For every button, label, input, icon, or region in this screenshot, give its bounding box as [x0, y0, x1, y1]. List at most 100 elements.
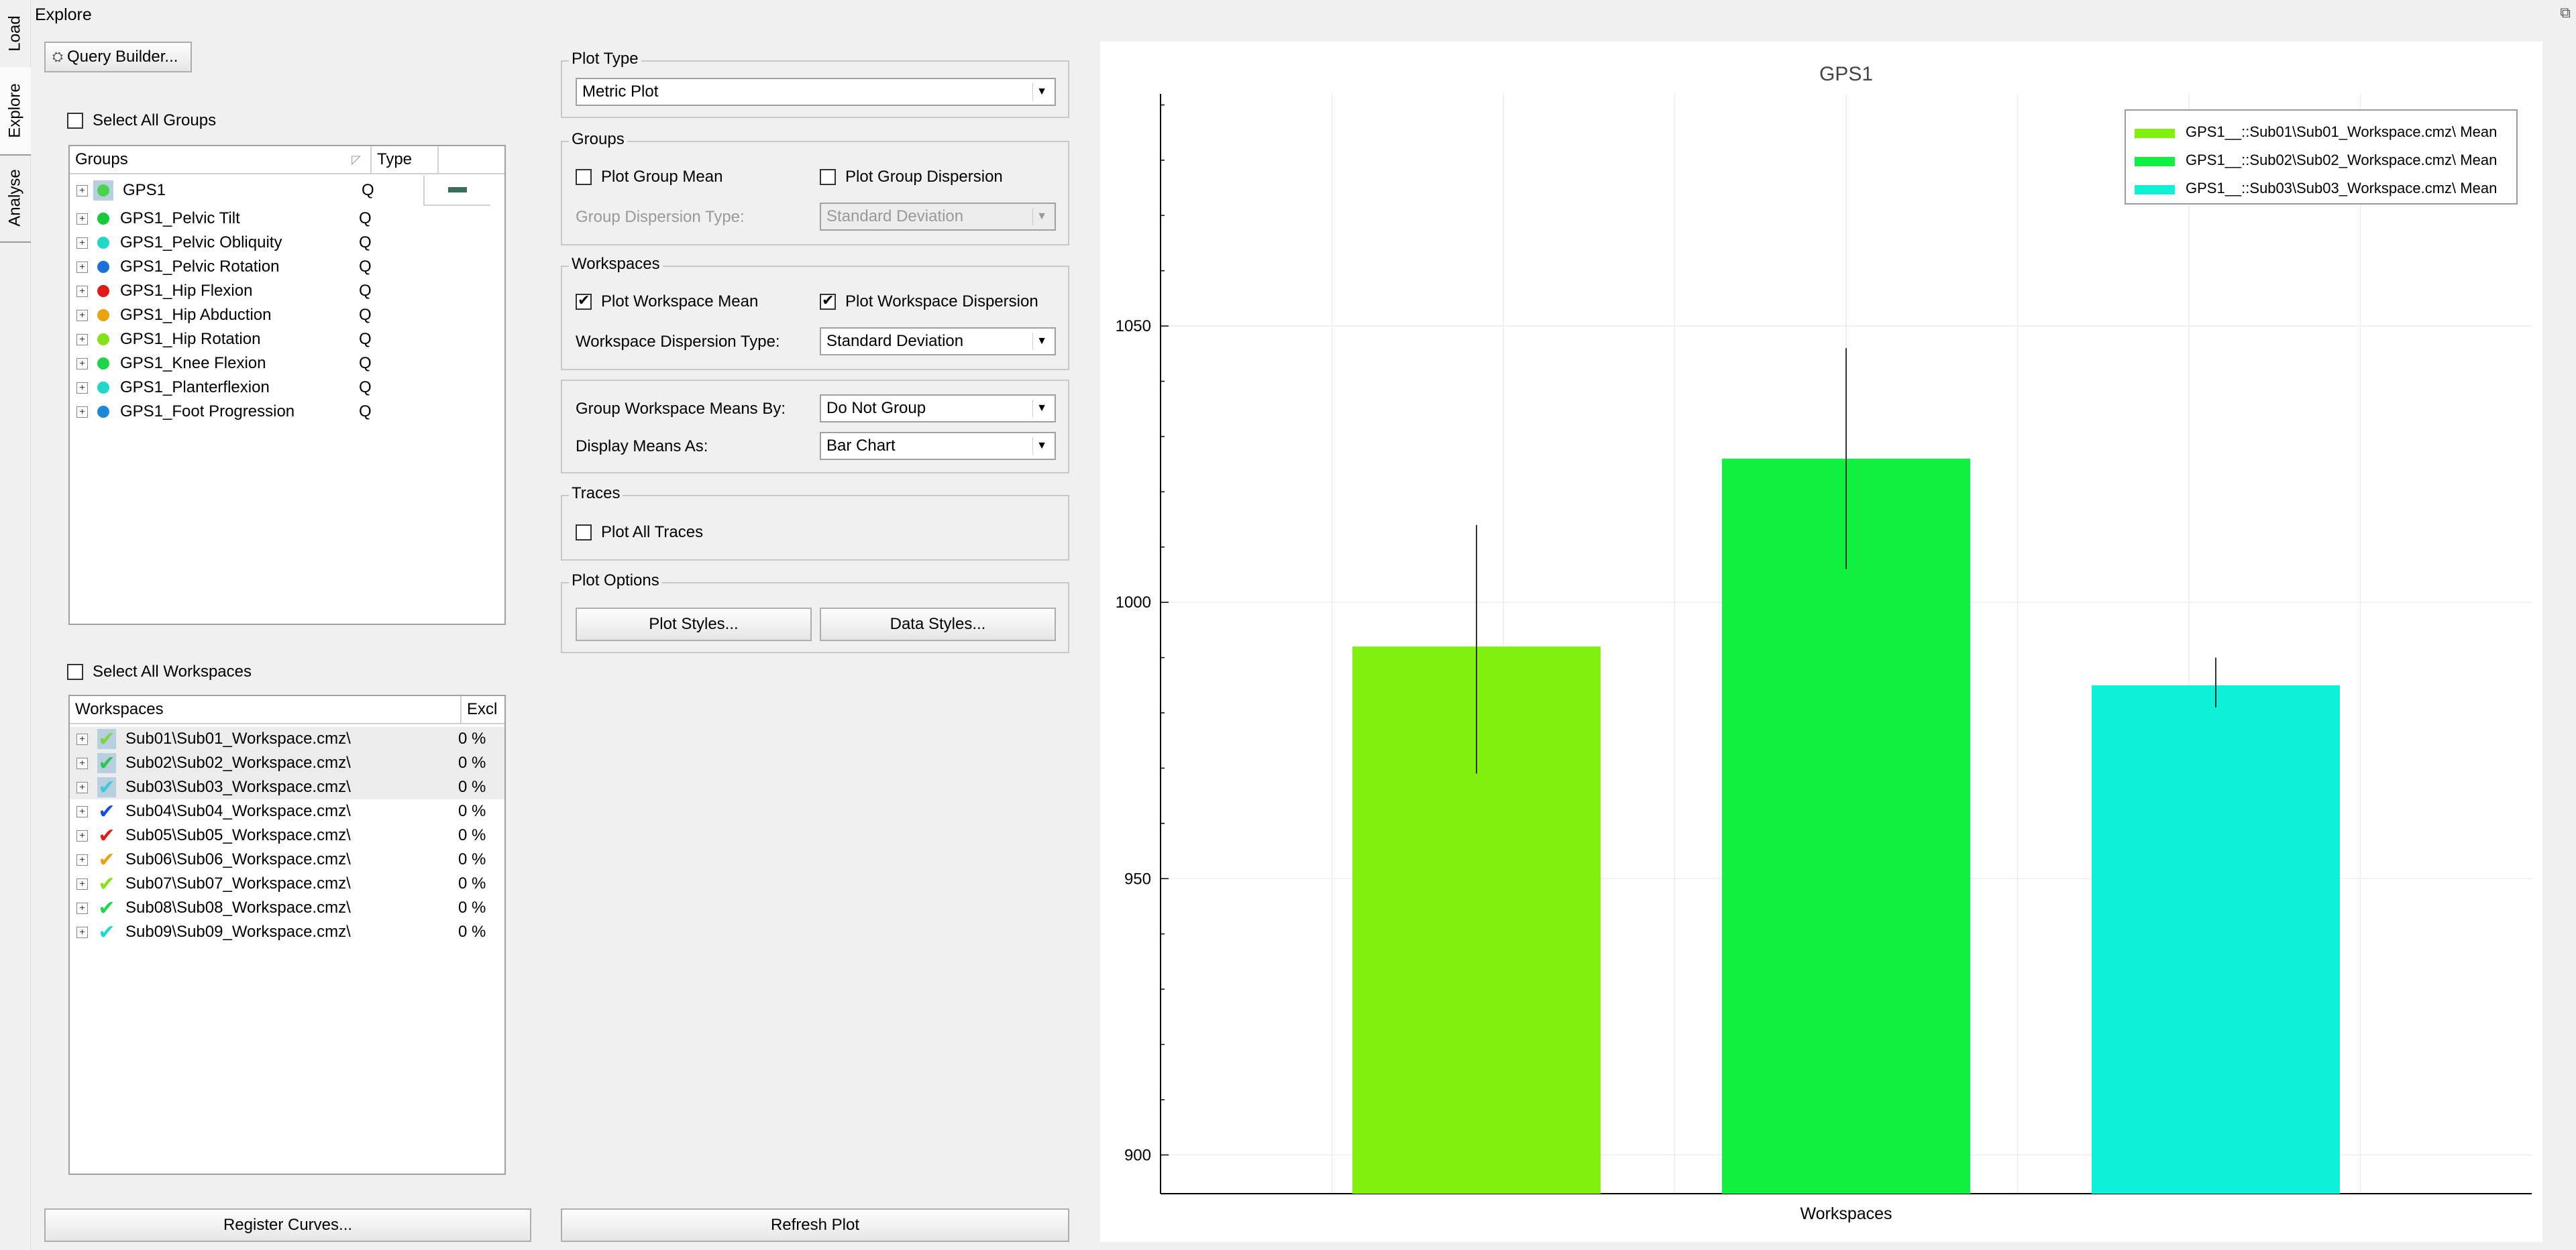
workspace-row[interactable]: + ✔ Sub02\Sub02_Workspace.cmz\ 0 %	[70, 751, 504, 775]
col-workspaces[interactable]: Workspaces	[70, 696, 462, 723]
select-all-groups-checkbox[interactable]	[67, 113, 83, 129]
workspace-row[interactable]: + ✔ Sub05\Sub05_Workspace.cmz\ 0 %	[70, 823, 504, 848]
checkmark-icon[interactable]: ✔	[98, 824, 115, 847]
query-tree-icon: ⛭	[52, 49, 63, 64]
groups-list[interactable]: Groups ◸ Type + GPS1 Q + GPS1_Pelvic Tilt Q + GP…	[68, 145, 506, 625]
checkmark-icon[interactable]: ✔	[98, 897, 115, 919]
select-all-groups[interactable]: Select All Groups	[67, 111, 216, 130]
group-row[interactable]: + GPS1 Q	[70, 174, 504, 207]
expand-icon[interactable]: +	[76, 357, 88, 370]
select-all-workspaces-checkbox[interactable]	[67, 664, 83, 680]
plot-group-dispersion-checkbox[interactable]	[820, 169, 836, 185]
plot-workspace-mean[interactable]: Plot Workspace Mean	[576, 292, 758, 311]
plot-type-combo[interactable]: Metric Plot ▼	[576, 78, 1056, 106]
data-styles-button[interactable]: Data Styles...	[820, 608, 1056, 641]
expand-icon[interactable]: +	[76, 184, 88, 196]
group-row[interactable]: + GPS1_Hip Rotation Q	[70, 327, 504, 351]
group-name: GPS1_Pelvic Tilt	[120, 209, 240, 227]
register-curves-button[interactable]: Register Curves...	[44, 1208, 531, 1242]
group-row[interactable]: + GPS1_Hip Flexion Q	[70, 279, 504, 303]
bar	[2092, 685, 2340, 1194]
workspaces-list[interactable]: Workspaces Excl + ✔ Sub01\Sub01_Workspace.…	[68, 695, 506, 1175]
workspace-name: Sub03\Sub03_Workspace.cmz\	[125, 778, 351, 796]
expand-icon[interactable]: +	[76, 406, 88, 418]
plot-styles-button[interactable]: Plot Styles...	[576, 608, 812, 641]
group-means-by-combo[interactable]: Do Not Group ▼	[820, 394, 1056, 422]
col-excl[interactable]: Excl	[467, 700, 498, 718]
checkmark-icon[interactable]: ✔	[97, 776, 116, 799]
checkmark-icon[interactable]: ✔	[97, 728, 116, 750]
plot-all-traces[interactable]: Plot All Traces	[576, 523, 703, 542]
workspace-row[interactable]: + ✔ Sub08\Sub08_Workspace.cmz\ 0 %	[70, 896, 504, 920]
tab-load[interactable]: Load	[0, 0, 31, 68]
group-color-dot	[97, 285, 109, 297]
plot-group-mean[interactable]: Plot Group Mean	[576, 168, 722, 186]
plot-group-mean-checkbox[interactable]	[576, 169, 592, 185]
workspace-row[interactable]: + ✔ Sub03\Sub03_Workspace.cmz\ 0 %	[70, 775, 504, 799]
expand-icon[interactable]: +	[76, 757, 88, 769]
expand-icon[interactable]: +	[76, 261, 88, 273]
workspace-excl: 0 %	[458, 874, 486, 893]
tab-analyse[interactable]: Analyse	[0, 154, 31, 243]
group-row[interactable]: + GPS1_Planterflexion Q	[70, 376, 504, 400]
restore-icon[interactable]: ⧉	[2560, 4, 2571, 21]
group-row[interactable]: + GPS1_Foot Progression Q	[70, 400, 504, 424]
workspace-name: Sub09\Sub09_Workspace.cmz\	[125, 923, 351, 941]
workspace-row[interactable]: + ✔ Sub01\Sub01_Workspace.cmz\ 0 %	[70, 727, 504, 751]
plot-workspace-dispersion-checkbox[interactable]	[820, 292, 836, 310]
workspace-row[interactable]: + ✔ Sub09\Sub09_Workspace.cmz\ 0 %	[70, 920, 504, 944]
col-groups[interactable]: Groups ◸	[70, 146, 372, 173]
checkmark-icon[interactable]: ✔	[98, 800, 115, 823]
tab-explore[interactable]: Explore	[0, 67, 31, 156]
expand-icon[interactable]: +	[76, 878, 88, 890]
group-name: GPS1_Hip Rotation	[120, 330, 261, 348]
expand-icon[interactable]: +	[76, 854, 88, 866]
refresh-plot-button[interactable]: Refresh Plot	[561, 1208, 1069, 1242]
expand-icon[interactable]: +	[76, 805, 88, 817]
y-tick-label: 950	[1124, 870, 1151, 888]
group-row[interactable]: + GPS1_Knee Flexion Q	[70, 351, 504, 376]
select-all-workspaces[interactable]: Select All Workspaces	[67, 663, 252, 681]
plot-workspace-dispersion[interactable]: Plot Workspace Dispersion	[820, 292, 1038, 311]
line-style-swatch[interactable]	[423, 175, 490, 206]
group-row[interactable]: + GPS1_Pelvic Obliquity Q	[70, 231, 504, 255]
display-means-as-combo[interactable]: Bar Chart ▼	[820, 432, 1056, 460]
col-type[interactable]: Type	[372, 146, 439, 173]
query-builder-button[interactable]: ⛭ Query Builder...	[44, 42, 192, 72]
plot-group-dispersion[interactable]: Plot Group Dispersion	[820, 168, 1003, 186]
workspace-row[interactable]: + ✔ Sub07\Sub07_Workspace.cmz\ 0 %	[70, 872, 504, 896]
plot-options-box: Plot Options Plot Styles... Data Styles.…	[561, 571, 1069, 653]
expand-icon[interactable]: +	[76, 237, 88, 249]
checkmark-icon[interactable]: ✔	[98, 921, 115, 944]
group-type: Q	[359, 209, 372, 227]
expand-icon[interactable]: +	[76, 733, 88, 745]
x-axis-label: Workspaces	[1800, 1204, 1892, 1223]
checkmark-icon[interactable]: ✔	[98, 848, 115, 871]
expand-icon[interactable]: +	[76, 902, 88, 914]
y-tick-label: 1000	[1116, 593, 1151, 612]
expand-icon[interactable]: +	[76, 781, 88, 793]
group-row[interactable]: + GPS1_Pelvic Rotation Q	[70, 255, 504, 279]
workspace-name: Sub01\Sub01_Workspace.cmz\	[125, 730, 351, 748]
expand-icon[interactable]: +	[76, 309, 88, 321]
group-row[interactable]: + GPS1_Pelvic Tilt Q	[70, 207, 504, 231]
y-tick-label: 1050	[1116, 317, 1151, 335]
workspace-row[interactable]: + ✔ Sub04\Sub04_Workspace.cmz\ 0 %	[70, 799, 504, 823]
expand-icon[interactable]: +	[76, 213, 88, 225]
expand-icon[interactable]: +	[76, 830, 88, 842]
chart-area[interactable]: 900 950 1000 1050 GPS1 Workspaces GPS1__::Sub0…	[1100, 42, 2542, 1242]
expand-icon[interactable]: +	[76, 382, 88, 394]
checkmark-icon[interactable]: ✔	[98, 872, 115, 895]
workspace-row[interactable]: + ✔ Sub06\Sub06_Workspace.cmz\ 0 %	[70, 848, 504, 872]
workspace-dispersion-type-combo[interactable]: Standard Deviation ▼	[820, 327, 1056, 355]
group-type: Q	[359, 354, 372, 372]
expand-icon[interactable]: +	[76, 926, 88, 938]
plot-all-traces-checkbox[interactable]	[576, 524, 592, 541]
group-row[interactable]: + GPS1_Hip Abduction Q	[70, 303, 504, 327]
group-dispersion-type-combo[interactable]: Standard Deviation ▼	[820, 203, 1056, 231]
expand-icon[interactable]: +	[76, 285, 88, 297]
checkmark-icon[interactable]: ✔	[97, 752, 116, 775]
expand-icon[interactable]: +	[76, 333, 88, 345]
plot-workspace-mean-checkbox[interactable]	[576, 292, 592, 310]
